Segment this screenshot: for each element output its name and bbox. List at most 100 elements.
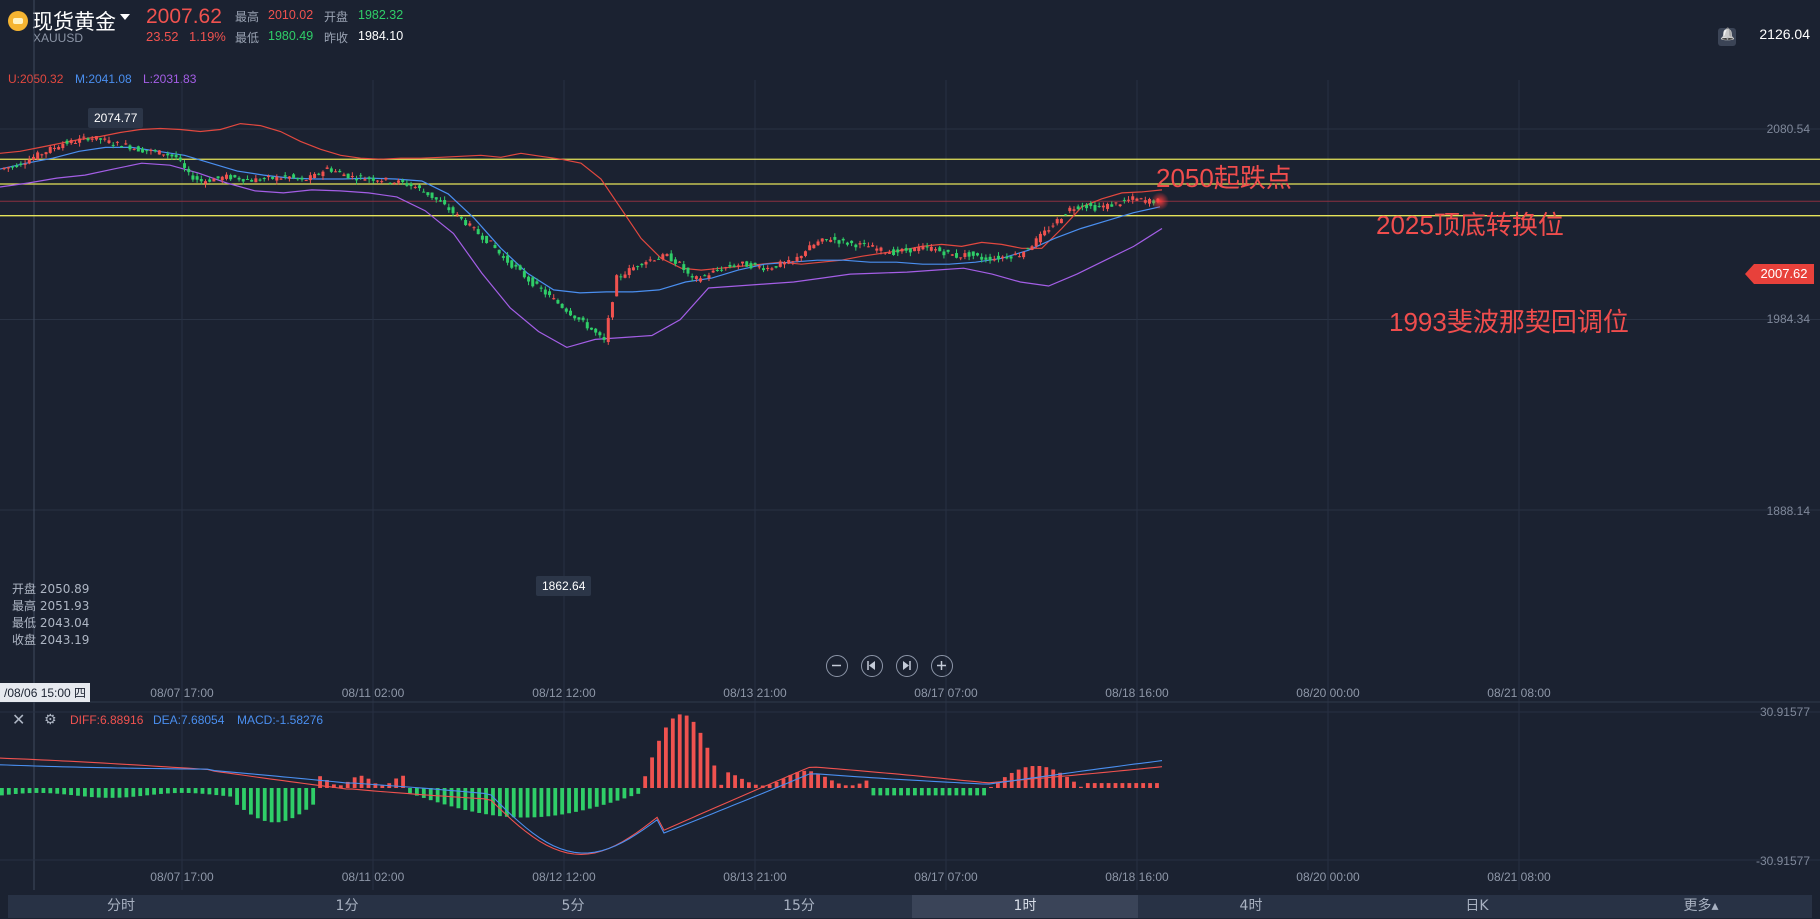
period-tab-6[interactable]: 日K: [1364, 895, 1590, 918]
macd-bar: [214, 788, 219, 796]
candle-body: [950, 254, 954, 256]
candle-body: [1038, 233, 1042, 243]
candle-body: [157, 150, 161, 155]
candle-body: [480, 235, 484, 240]
macd-bar: [89, 788, 94, 798]
candle-body: [384, 177, 388, 180]
macd-bar: [940, 788, 945, 796]
macd-bar: [408, 788, 412, 794]
current-price-tag: 2007.62: [1754, 264, 1814, 284]
x-tick-label: 08/21 08:00: [1487, 686, 1551, 700]
candle-body: [1047, 230, 1051, 232]
macd-bar: [795, 772, 800, 788]
candle-body: [115, 141, 119, 143]
candle-body: [1072, 209, 1076, 211]
candle-body: [476, 229, 480, 235]
macd-bar: [380, 785, 385, 788]
bb-mid-legend: M:2041.08: [75, 72, 132, 86]
candle-body: [254, 178, 258, 183]
close-icon[interactable]: ✕: [12, 712, 26, 729]
zoom-out-button[interactable]: [826, 655, 848, 677]
candle-body: [36, 152, 40, 160]
macd-bar: [1106, 783, 1111, 788]
candle-body: [1068, 207, 1072, 212]
period-tab-7[interactable]: 更多▴: [1590, 895, 1812, 918]
macd-bar: [1016, 769, 1021, 788]
macd-bar: [809, 771, 814, 788]
macd-dea-line: [0, 760, 1163, 854]
y-tick-label: 1984.34: [1767, 312, 1811, 326]
candle-body: [774, 266, 778, 268]
candle-body: [908, 248, 912, 253]
candle-body: [78, 138, 82, 143]
candle-body: [27, 159, 31, 164]
period-tab-5[interactable]: 4时: [1138, 895, 1364, 918]
zoom-in-button[interactable]: [931, 655, 953, 677]
macd-x-tick-label: 08/17 07:00: [914, 870, 978, 884]
macd-panel: [0, 714, 1163, 855]
macd-bar: [587, 788, 592, 809]
candle-body: [346, 173, 350, 179]
candle-body: [111, 144, 115, 146]
candle-body: [183, 163, 187, 168]
candle-body: [921, 246, 925, 250]
macd-bar: [843, 785, 848, 788]
candle-body: [308, 175, 312, 181]
scroll-start-button[interactable]: [861, 655, 883, 677]
candle-body: [241, 179, 245, 182]
candle-body: [23, 163, 27, 165]
macd-x-tick-label: 08/11 02:00: [342, 870, 405, 884]
macd-bar: [34, 788, 39, 793]
candle-body: [569, 310, 573, 316]
macd-bar: [830, 780, 834, 788]
candle-body: [631, 267, 635, 271]
macd-bar: [249, 788, 253, 815]
price-chart[interactable]: 08/07 17:00 08/07 17:00 08/11 02:00 08/11 0…: [0, 0, 1820, 891]
candle-body: [208, 179, 212, 182]
settings-icon[interactable]: ⚙: [44, 711, 57, 727]
candle-body: [955, 253, 959, 258]
price-change: 23.52: [146, 29, 179, 44]
macd-bar: [615, 788, 620, 801]
period-tab-1[interactable]: 1分: [234, 895, 460, 918]
candle-body: [69, 140, 73, 144]
candle-body: [1114, 202, 1118, 204]
candle-body: [934, 249, 938, 251]
instrument-name[interactable]: 现货黄金: [32, 10, 116, 34]
candle-body: [824, 239, 828, 241]
candle-body: [451, 207, 455, 214]
candle-body: [44, 152, 48, 155]
period-tab-4[interactable]: 1时: [912, 895, 1138, 918]
period-tab-2[interactable]: 5分: [460, 895, 686, 918]
macd-bar: [193, 788, 198, 794]
candle-body: [6, 167, 10, 169]
candle-body: [409, 183, 413, 187]
candle-body: [694, 276, 698, 279]
candle-body: [371, 177, 375, 181]
candle-body: [791, 261, 795, 263]
macd-bar: [83, 788, 87, 797]
macd-bar: [574, 788, 578, 812]
candle-body: [1122, 199, 1126, 201]
candle-body: [430, 192, 434, 198]
candle-body: [65, 140, 69, 144]
macd-bar: [878, 788, 883, 796]
candle-body: [86, 138, 90, 141]
macd-bar: [691, 721, 696, 788]
scroll-end-button[interactable]: [896, 655, 918, 677]
candle-body: [57, 147, 61, 150]
candle-body: [762, 268, 766, 271]
candle-body: [73, 142, 77, 144]
bell-icon[interactable]: [1718, 28, 1736, 46]
chevron-down-icon[interactable]: [120, 14, 130, 20]
period-tab-3[interactable]: 15分: [686, 895, 912, 918]
macd-bar: [885, 788, 890, 796]
annotation-1993: 1993斐波那契回调位: [1389, 307, 1629, 337]
candle-body: [803, 251, 807, 256]
candle-body: [871, 245, 875, 247]
macd-bar: [504, 788, 509, 817]
candle-body: [925, 246, 929, 248]
candle-body: [657, 258, 661, 260]
candle-body: [539, 287, 543, 289]
period-tab-0[interactable]: 分时: [8, 895, 234, 918]
